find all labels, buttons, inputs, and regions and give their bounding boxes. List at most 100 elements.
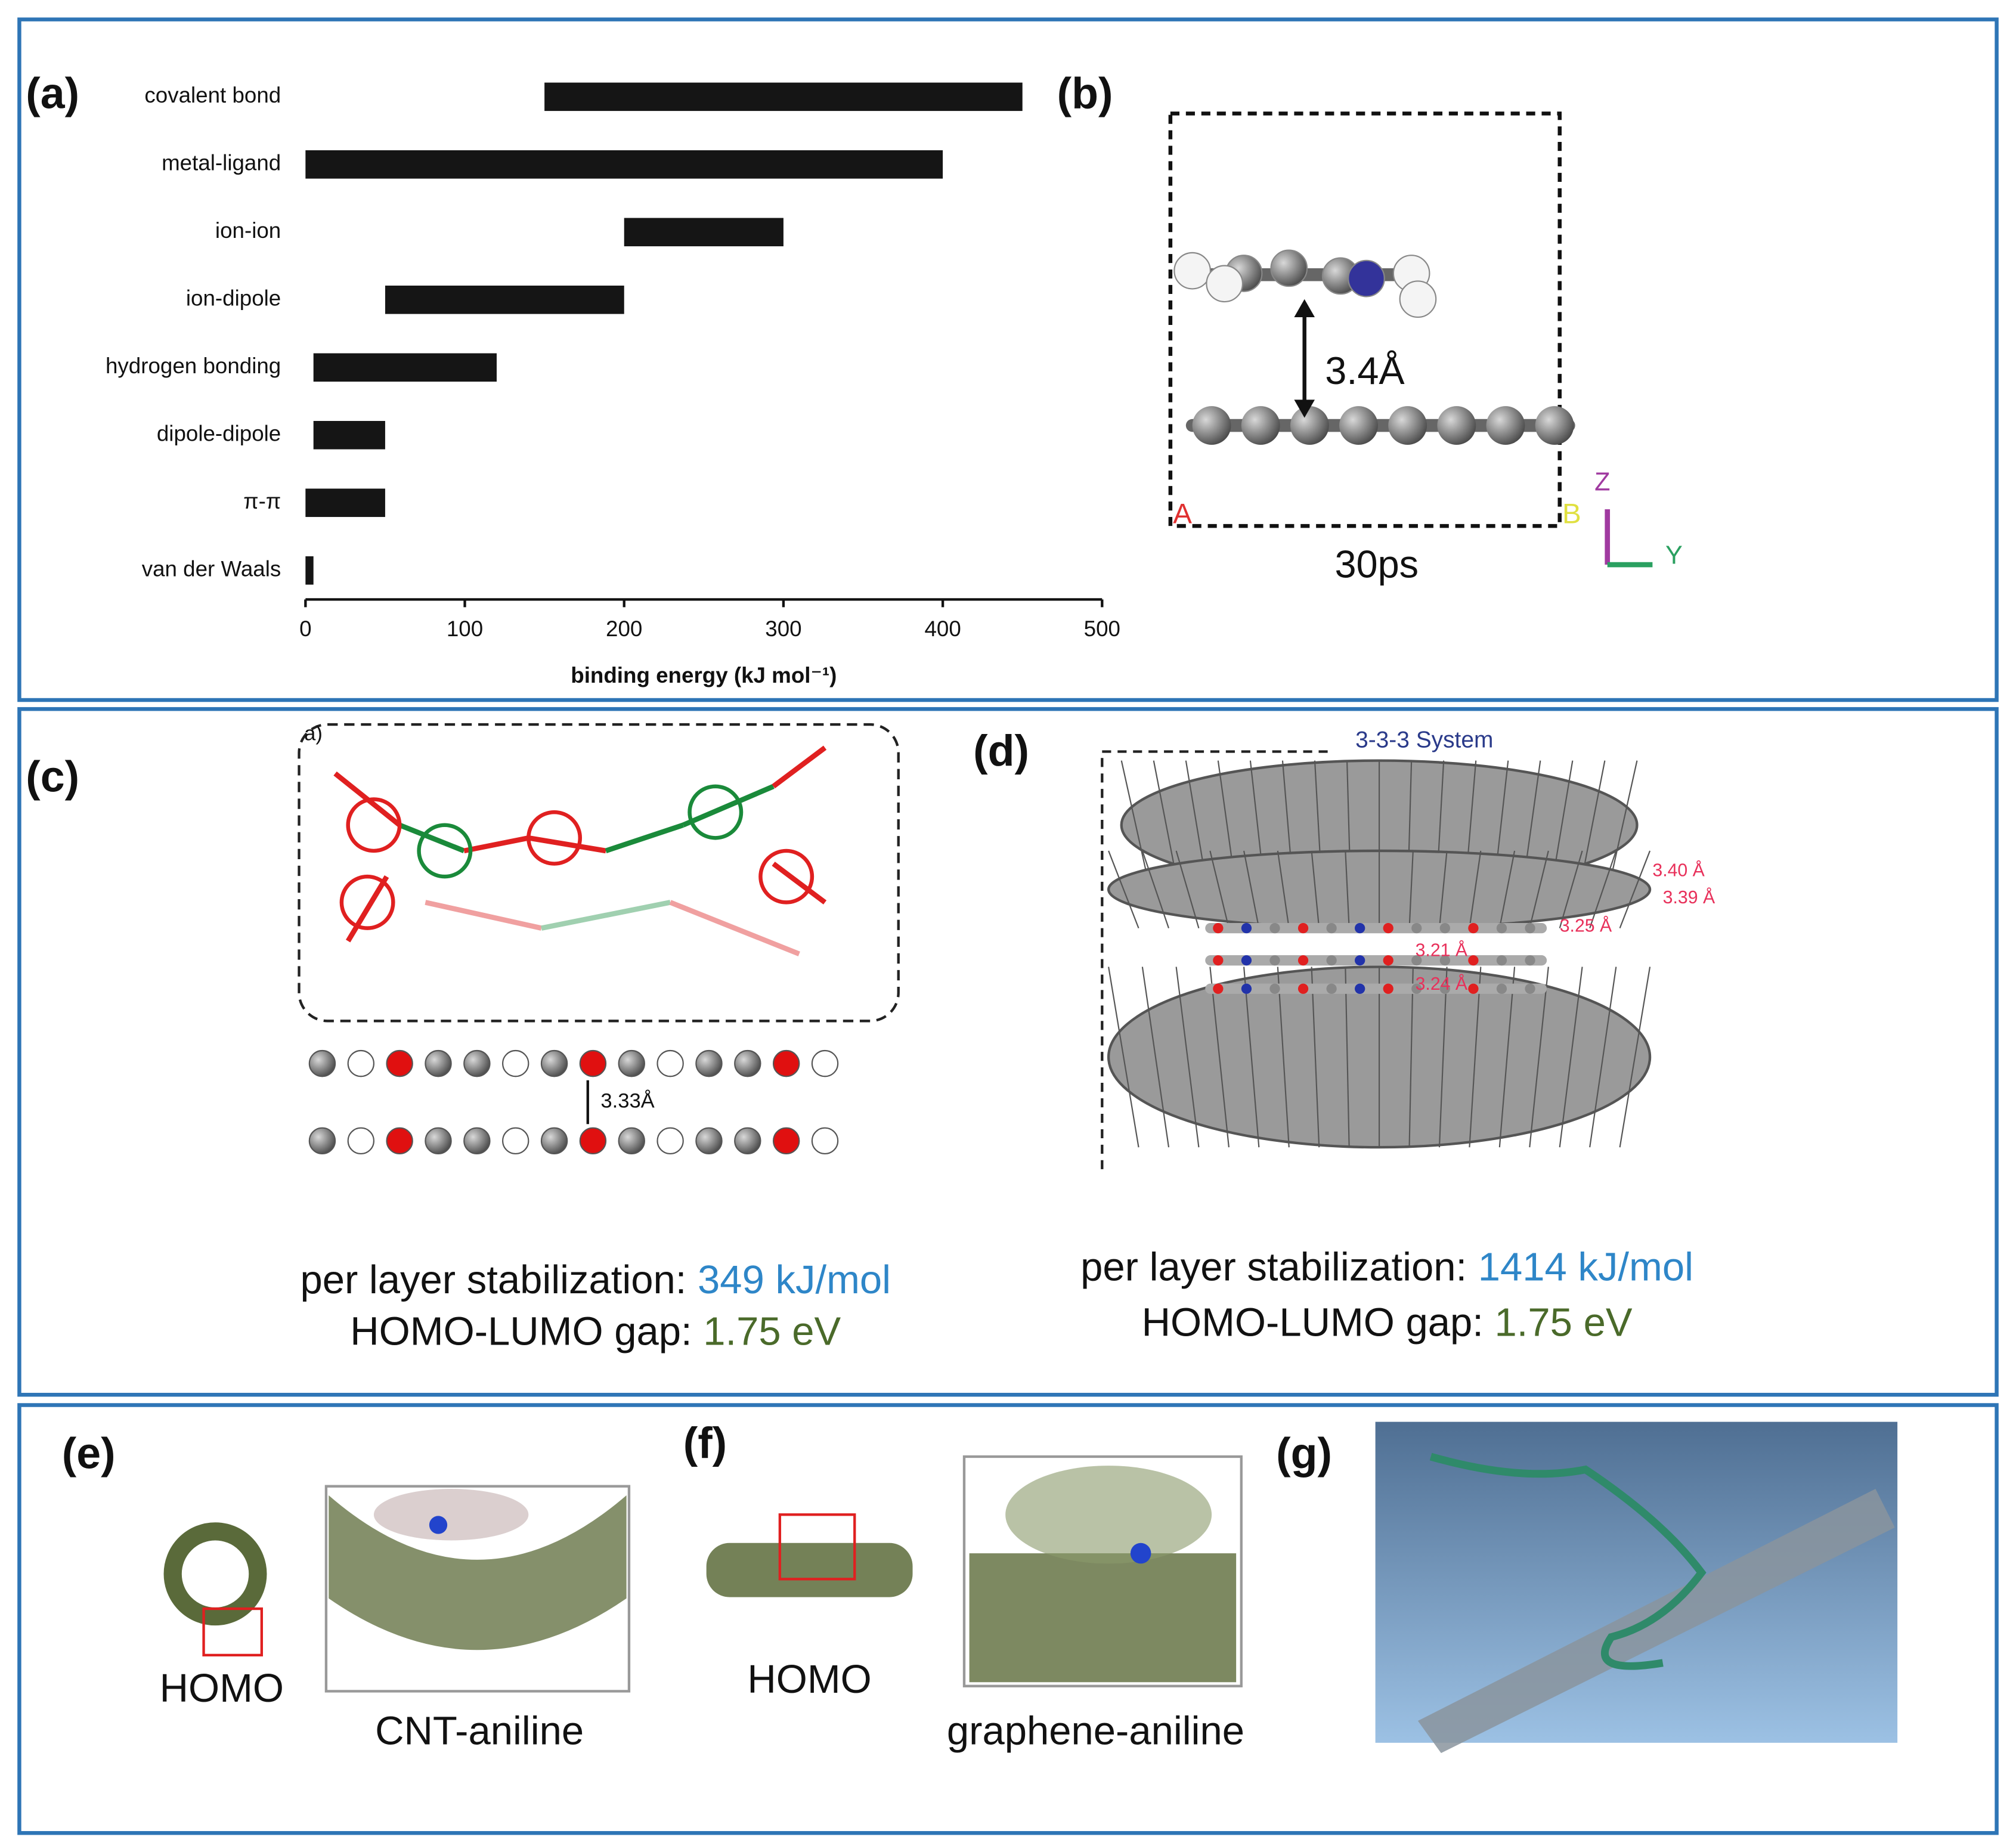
- atom: [502, 1049, 529, 1077]
- distance-labels: 3.40 Å 3.39 Å 3.25 Å 3.21 Å 3.24 Å: [1416, 861, 1715, 994]
- bond: [541, 900, 671, 931]
- bond: [1408, 850, 1414, 928]
- atom: [1241, 955, 1252, 966]
- aromatic-layer: [1205, 923, 1547, 934]
- time-label: 30ps: [1334, 542, 1419, 586]
- aromatic-layer: [1205, 955, 1547, 966]
- bond: [398, 822, 465, 853]
- atom: [1411, 983, 1422, 994]
- bond: [772, 745, 827, 789]
- graphene-slab: [706, 1543, 913, 1597]
- caption: graphene-aniline: [947, 1708, 1244, 1753]
- category-label: hydrogen bonding: [106, 354, 281, 378]
- atom: [1355, 983, 1365, 994]
- atom: [429, 1516, 448, 1534]
- atom: [1525, 923, 1535, 934]
- bond: [1311, 850, 1320, 928]
- atom: [1383, 983, 1393, 994]
- x-tick-label: 0: [299, 617, 311, 641]
- x-tick-label: 100: [447, 617, 483, 641]
- atom: [1326, 923, 1337, 934]
- orbital: [329, 1495, 627, 1650]
- category-label: ion-dipole: [186, 286, 281, 310]
- atom: [1355, 955, 1365, 966]
- axis-label: Z: [1594, 467, 1610, 496]
- ring: [346, 797, 402, 853]
- range-bar: [305, 556, 314, 585]
- atom: [811, 1049, 839, 1077]
- panel-label: (c): [26, 751, 79, 801]
- x-tick-label: 300: [765, 617, 801, 641]
- category-label: metal-ligand: [162, 151, 281, 175]
- atom: [308, 1049, 336, 1077]
- distance-label: 3.4Å: [1325, 349, 1405, 392]
- atom: [540, 1049, 568, 1077]
- bond: [1141, 967, 1170, 1148]
- atom: [425, 1127, 452, 1155]
- atom: [1399, 280, 1437, 318]
- atom: [656, 1049, 684, 1077]
- bond: [772, 862, 827, 905]
- bond: [1469, 850, 1482, 928]
- bond: [1559, 967, 1583, 1148]
- bond: [1469, 967, 1482, 1148]
- system-label: 3-3-3 System: [1355, 727, 1493, 752]
- bond: [1345, 850, 1350, 928]
- atom: [1269, 955, 1280, 966]
- cnt-ring: [163, 1522, 267, 1626]
- panel-frame: [17, 1403, 1999, 1835]
- atom: [1348, 259, 1385, 298]
- atom: [772, 1049, 800, 1077]
- aromatic-layer: [1205, 983, 1547, 994]
- panel-label: (f): [683, 1418, 727, 1467]
- inset-label: a): [304, 723, 323, 745]
- range-bar: [313, 353, 497, 382]
- range-bar: [305, 150, 943, 179]
- bond: [1175, 967, 1200, 1148]
- bond: [1243, 850, 1260, 928]
- atom: [1439, 955, 1450, 966]
- orbital-label: HOMO: [747, 1657, 871, 1702]
- bond: [1608, 760, 1638, 890]
- distance-label: 3.24 Å: [1416, 974, 1468, 994]
- atom: [1297, 955, 1309, 966]
- atom: [502, 1127, 529, 1155]
- atom: [656, 1127, 684, 1155]
- range-bar: [305, 488, 385, 518]
- ring: [527, 810, 583, 866]
- atom: [1496, 983, 1507, 994]
- panel-label: (d): [973, 726, 1029, 775]
- panel-frame: [17, 17, 1999, 702]
- atom: [1206, 265, 1244, 303]
- atom: [618, 1049, 645, 1077]
- atom: [1468, 983, 1479, 994]
- molecule: [1173, 249, 1575, 445]
- zoom-box: [778, 1513, 856, 1581]
- ring: [417, 823, 473, 879]
- range-bar: [544, 82, 1023, 111]
- atom: [1241, 406, 1280, 445]
- bond: [345, 875, 389, 943]
- atom: [579, 1049, 607, 1077]
- category-label: ion-ion: [215, 218, 281, 243]
- panel-label: (e): [62, 1428, 116, 1478]
- atom: [1326, 983, 1337, 994]
- atom: [386, 1127, 413, 1155]
- atom: [463, 1127, 491, 1155]
- atom: [1130, 1543, 1151, 1564]
- distance-label: 3.39 Å: [1663, 888, 1715, 907]
- orbital: [373, 1489, 529, 1541]
- atom: [734, 1049, 761, 1077]
- bond: [1498, 967, 1516, 1148]
- bond: [1120, 760, 1151, 890]
- range-bar: [385, 286, 624, 314]
- bond: [1438, 967, 1448, 1148]
- axis-label: Y: [1665, 541, 1683, 569]
- ring: [758, 848, 815, 905]
- atom: [463, 1049, 491, 1077]
- panel-label: (a): [26, 69, 79, 118]
- atom: [1388, 406, 1427, 445]
- inset-box: [1101, 750, 1328, 1176]
- atom: [1269, 923, 1280, 934]
- bond: [528, 835, 606, 854]
